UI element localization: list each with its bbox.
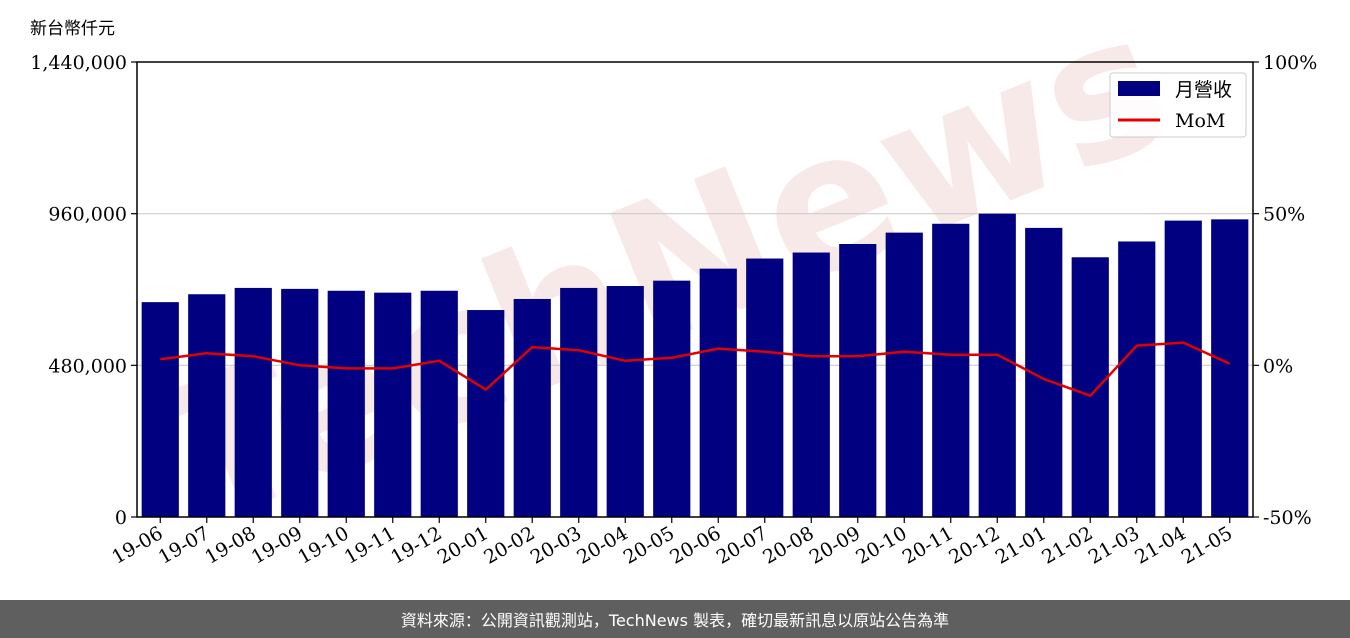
x-tick-label: 21-05 [1178, 522, 1236, 568]
x-tick-label: 20-05 [620, 522, 678, 568]
revenue-bar [606, 286, 644, 517]
x-tick-label: 20-07 [713, 522, 771, 568]
left-tick-label: 1,440,000 [30, 52, 127, 74]
left-tick-label: 960,000 [48, 204, 127, 226]
x-tick-label: 21-02 [1038, 522, 1096, 568]
mom-line [160, 341, 1231, 397]
revenue-bar [281, 288, 319, 517]
x-tick-label: 19-07 [155, 522, 213, 568]
x-tick-label: 20-02 [480, 522, 538, 568]
x-tick-label: 21-04 [1131, 522, 1189, 568]
revenue-bar [374, 292, 412, 517]
revenue-bar [234, 287, 272, 517]
x-tick-label: 19-11 [341, 522, 399, 568]
x-tick-label: 20-06 [666, 522, 724, 568]
right-tick-label: 100% [1263, 52, 1317, 74]
legend-label-revenue: 月營收 [1175, 79, 1232, 101]
revenue-bar [513, 298, 551, 517]
revenue-bar [1118, 241, 1156, 517]
revenue-bar [978, 213, 1016, 517]
x-tick-label: 21-03 [1085, 522, 1143, 568]
x-tick-label: 20-08 [759, 522, 817, 568]
grid-lines [137, 213, 1253, 366]
revenue-bar [141, 302, 179, 517]
revenue-bar [188, 294, 226, 517]
left-tick-label: 0 [115, 507, 127, 529]
revenue-bar [327, 290, 365, 517]
revenue-bar [653, 280, 691, 517]
x-tick-label: 20-11 [899, 522, 957, 568]
revenue-bar [420, 290, 458, 517]
x-tick-label: 20-12 [945, 522, 1003, 568]
legend-bar-swatch [1118, 81, 1160, 96]
revenue-bar [792, 252, 830, 517]
revenue-bar [1071, 257, 1109, 517]
right-tick-label: 0% [1263, 355, 1293, 377]
bar-series [141, 213, 1249, 518]
plot-frame [136, 61, 1254, 518]
revenue-bar [467, 310, 505, 517]
x-tick-label: 19-12 [387, 522, 445, 568]
revenue-bar [746, 258, 784, 517]
left-tick-label: 480,000 [48, 355, 127, 377]
legend: 月營收 MoM [1109, 72, 1247, 138]
revenue-bar [839, 244, 877, 517]
y-axis-unit-label: 新台幣仟元 [30, 19, 115, 39]
x-tick-label: 20-09 [806, 522, 864, 568]
revenue-bar [699, 268, 737, 517]
right-tick-label: 50% [1263, 204, 1305, 226]
right-tick-label: -50% [1263, 507, 1312, 529]
revenue-bar [1211, 219, 1249, 517]
source-footer: 資料來源：公開資訊觀測站，TechNews 製表，確切最新訊息以原站公告為準 [0, 600, 1350, 638]
x-tick-label: 19-06 [108, 522, 166, 568]
x-tick-label: 20-04 [573, 522, 631, 568]
x-tick-label: 20-10 [852, 522, 910, 568]
mom-line-series [160, 341, 1231, 397]
revenue-bar [560, 287, 598, 517]
revenue-chart: TechNews 0480,000960,0001,440,000-50%0%5… [30, 0, 1317, 570]
source-footer-text: 資料來源：公開資訊觀測站，TechNews 製表，確切最新訊息以原站公告為準 [400, 611, 950, 630]
revenue-bar [885, 232, 923, 517]
revenue-bar [1164, 220, 1202, 518]
x-tick-label: 20-03 [527, 522, 585, 568]
x-tick-label: 20-01 [434, 522, 492, 568]
revenue-bar [932, 223, 970, 517]
legend-label-mom: MoM [1175, 110, 1225, 132]
x-tick-label: 21-01 [992, 522, 1050, 568]
